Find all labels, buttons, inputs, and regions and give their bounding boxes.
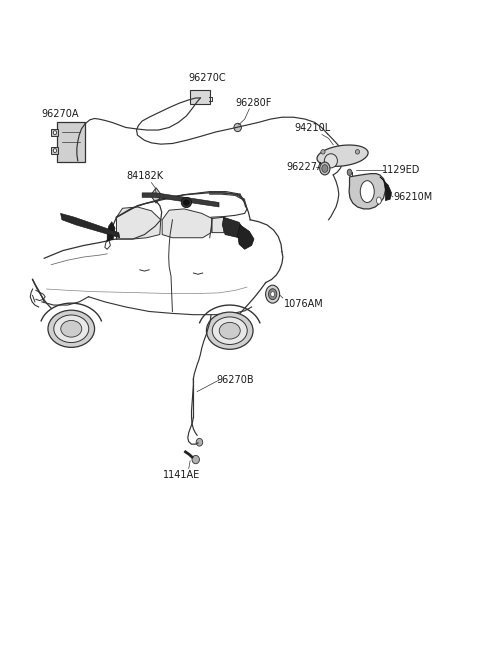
FancyBboxPatch shape [51,129,58,136]
Text: 94210L: 94210L [294,123,330,133]
Polygon shape [162,209,212,238]
Text: 1129ED: 1129ED [382,166,420,176]
Ellipse shape [48,310,95,347]
Text: 96210M: 96210M [394,192,433,202]
Ellipse shape [181,197,192,208]
Polygon shape [117,207,161,239]
Ellipse shape [219,322,240,339]
Ellipse shape [324,154,337,168]
Ellipse shape [212,317,247,345]
Text: 84182K: 84182K [126,172,163,181]
Ellipse shape [53,149,57,153]
Ellipse shape [360,181,374,202]
Polygon shape [222,217,245,238]
Ellipse shape [377,197,381,204]
Ellipse shape [355,149,360,154]
Polygon shape [142,193,219,207]
Ellipse shape [54,315,89,343]
Ellipse shape [234,123,241,132]
Polygon shape [151,188,162,203]
Text: 96270C: 96270C [189,73,226,83]
Text: 96227A: 96227A [287,162,324,172]
Text: 96280F: 96280F [236,98,272,107]
Text: 1076AM: 1076AM [284,299,324,309]
Ellipse shape [322,164,328,172]
FancyBboxPatch shape [190,90,210,104]
Ellipse shape [271,291,275,297]
Ellipse shape [321,149,325,154]
Ellipse shape [347,169,352,176]
Ellipse shape [317,145,368,166]
Polygon shape [380,177,392,200]
Text: 96270B: 96270B [216,375,254,385]
Ellipse shape [268,289,277,299]
Ellipse shape [206,312,253,349]
Polygon shape [107,221,115,241]
Ellipse shape [265,285,280,303]
FancyBboxPatch shape [57,122,85,162]
Polygon shape [212,217,225,233]
Ellipse shape [61,320,82,337]
Ellipse shape [196,438,203,446]
Polygon shape [349,174,385,209]
Polygon shape [60,214,120,238]
Text: 1141AE: 1141AE [163,470,200,480]
Ellipse shape [183,200,190,206]
Text: 96270A: 96270A [42,109,79,119]
Ellipse shape [192,455,200,464]
Polygon shape [238,225,254,250]
Ellipse shape [320,162,330,175]
Ellipse shape [53,131,57,134]
FancyBboxPatch shape [51,147,58,155]
